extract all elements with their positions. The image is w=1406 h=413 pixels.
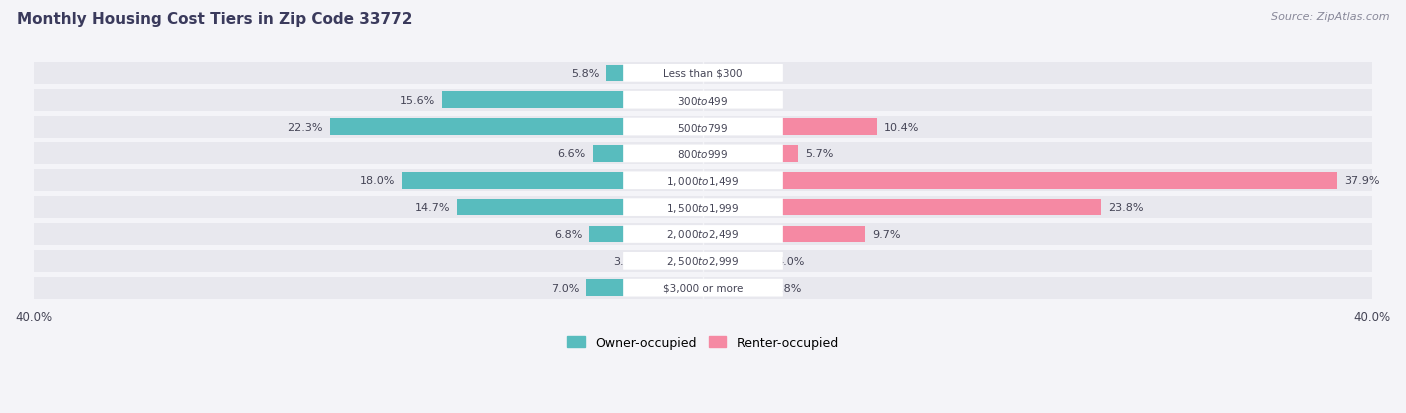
FancyBboxPatch shape bbox=[623, 172, 783, 190]
Text: 1.3%: 1.3% bbox=[731, 95, 759, 105]
Bar bbox=[34, 223, 1372, 245]
Text: 7.0%: 7.0% bbox=[551, 283, 579, 293]
Bar bbox=[34, 170, 1372, 192]
Text: 6.8%: 6.8% bbox=[554, 229, 582, 240]
Text: Less than $300: Less than $300 bbox=[664, 69, 742, 78]
FancyBboxPatch shape bbox=[623, 199, 783, 216]
Text: Source: ZipAtlas.com: Source: ZipAtlas.com bbox=[1271, 12, 1389, 22]
Bar bbox=[592, 146, 703, 162]
Text: 14.7%: 14.7% bbox=[415, 203, 450, 213]
Text: 5.7%: 5.7% bbox=[806, 149, 834, 159]
Text: 4.0%: 4.0% bbox=[776, 256, 806, 266]
Text: 15.6%: 15.6% bbox=[399, 95, 436, 105]
Text: $3,000 or more: $3,000 or more bbox=[662, 283, 744, 293]
Bar bbox=[457, 199, 703, 216]
Text: Monthly Housing Cost Tiers in Zip Code 33772: Monthly Housing Cost Tiers in Zip Code 3… bbox=[17, 12, 412, 27]
Bar bbox=[703, 199, 1101, 216]
Text: 37.9%: 37.9% bbox=[1344, 176, 1379, 186]
Text: 3.8%: 3.8% bbox=[773, 283, 801, 293]
Bar bbox=[34, 250, 1372, 272]
Text: $500 to $799: $500 to $799 bbox=[678, 121, 728, 133]
Text: 6.6%: 6.6% bbox=[558, 149, 586, 159]
FancyBboxPatch shape bbox=[623, 65, 783, 83]
Text: 5.8%: 5.8% bbox=[571, 69, 599, 78]
Bar bbox=[703, 146, 799, 162]
Text: 9.7%: 9.7% bbox=[872, 229, 900, 240]
Text: $1,500 to $1,999: $1,500 to $1,999 bbox=[666, 201, 740, 214]
Bar bbox=[648, 253, 703, 270]
Bar bbox=[586, 280, 703, 296]
Bar bbox=[703, 119, 877, 135]
Text: $300 to $499: $300 to $499 bbox=[678, 95, 728, 107]
Bar bbox=[606, 65, 703, 82]
Bar bbox=[703, 253, 770, 270]
Bar bbox=[703, 226, 865, 243]
Bar bbox=[703, 280, 766, 296]
Bar bbox=[34, 63, 1372, 85]
Text: 18.0%: 18.0% bbox=[360, 176, 395, 186]
FancyBboxPatch shape bbox=[623, 252, 783, 270]
Text: 23.8%: 23.8% bbox=[1108, 203, 1143, 213]
Bar bbox=[34, 143, 1372, 165]
FancyBboxPatch shape bbox=[623, 145, 783, 163]
Bar bbox=[402, 173, 703, 189]
Bar bbox=[34, 197, 1372, 218]
FancyBboxPatch shape bbox=[623, 92, 783, 109]
FancyBboxPatch shape bbox=[623, 225, 783, 243]
Text: $800 to $999: $800 to $999 bbox=[678, 148, 728, 160]
Text: 22.3%: 22.3% bbox=[288, 122, 323, 132]
Text: 3.3%: 3.3% bbox=[613, 256, 641, 266]
FancyBboxPatch shape bbox=[623, 119, 783, 136]
Bar bbox=[703, 92, 724, 109]
Bar bbox=[589, 226, 703, 243]
Bar bbox=[441, 92, 703, 109]
Bar bbox=[34, 116, 1372, 138]
Bar bbox=[34, 277, 1372, 299]
Text: $2,500 to $2,999: $2,500 to $2,999 bbox=[666, 255, 740, 268]
Text: $1,000 to $1,499: $1,000 to $1,499 bbox=[666, 174, 740, 188]
Bar bbox=[34, 90, 1372, 112]
Text: $2,000 to $2,499: $2,000 to $2,499 bbox=[666, 228, 740, 241]
Bar bbox=[703, 65, 709, 82]
Legend: Owner-occupied, Renter-occupied: Owner-occupied, Renter-occupied bbox=[562, 331, 844, 354]
Bar bbox=[703, 173, 1337, 189]
Bar bbox=[330, 119, 703, 135]
Text: 10.4%: 10.4% bbox=[884, 122, 920, 132]
Text: 0.32%: 0.32% bbox=[716, 69, 751, 78]
FancyBboxPatch shape bbox=[623, 279, 783, 297]
